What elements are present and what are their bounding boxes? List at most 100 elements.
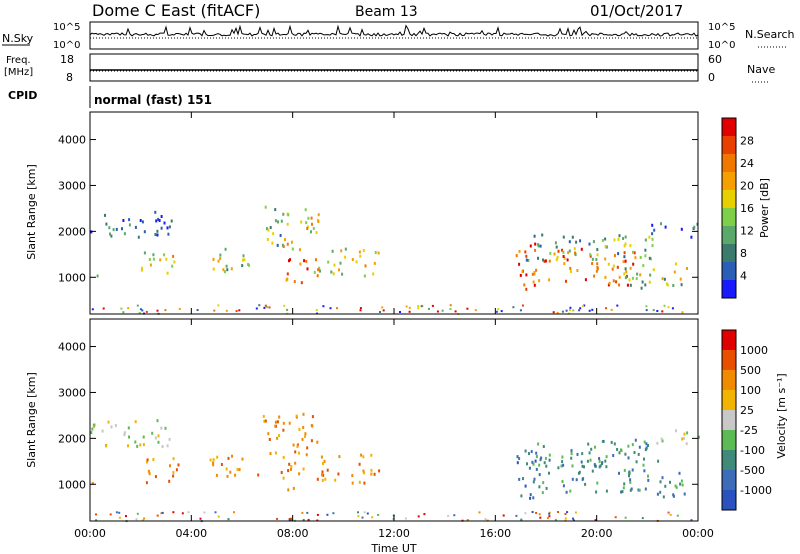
range-cell (181, 512, 184, 515)
nsky-tick-bottom: 10^0 (53, 40, 80, 51)
range-cell (271, 241, 274, 245)
range-cell (657, 459, 660, 463)
range-cell (629, 478, 632, 482)
range-cell (666, 282, 669, 286)
range-cell (605, 465, 608, 469)
range-cell (623, 244, 626, 248)
range-cell (680, 283, 683, 287)
colorbar-cell (722, 280, 736, 298)
power-panel (89, 111, 699, 315)
range-cell (134, 420, 137, 424)
range-cell (166, 226, 169, 230)
range-cell (579, 239, 582, 243)
range-cell (241, 457, 244, 461)
range-cell (293, 280, 296, 284)
range-cell (608, 281, 611, 285)
range-cell (539, 458, 542, 462)
range-cell (502, 514, 505, 517)
range-cell (627, 444, 630, 448)
range-cell (679, 277, 682, 281)
range-cell (258, 304, 261, 307)
range-cell (636, 272, 639, 276)
range-cell (90, 230, 93, 234)
colorbar-cell (722, 490, 736, 510)
range-cell (596, 253, 599, 257)
range-cell (359, 307, 362, 310)
range-cell (518, 457, 521, 460)
range-cell (538, 279, 541, 283)
range-cell (662, 495, 665, 499)
range-cell (602, 439, 605, 443)
range-cell (167, 232, 170, 236)
range-cell (570, 456, 573, 460)
range-cell (624, 259, 627, 263)
velocity-data (90, 412, 700, 523)
range-cell (272, 232, 275, 236)
range-cell (525, 287, 528, 291)
range-cell (326, 513, 329, 516)
range-cell (526, 462, 528, 466)
range-cell (644, 254, 647, 258)
colorbar-cell (722, 262, 736, 280)
colorbar-tick-label: 25 (740, 404, 754, 417)
range-cell (297, 451, 300, 455)
range-cell (316, 477, 319, 481)
range-cell (408, 310, 411, 313)
range-cell (522, 477, 524, 481)
range-cell (537, 243, 540, 247)
range-cell (341, 272, 344, 276)
range-cell (156, 233, 159, 237)
range-cell (264, 419, 267, 423)
range-cell (648, 280, 651, 284)
range-cell (565, 490, 568, 494)
range-cell (278, 415, 281, 419)
x-tick-label: 00:00 (682, 527, 714, 540)
range-cell (274, 424, 277, 428)
range-cell (307, 518, 310, 521)
cpid-label: CPID (8, 89, 37, 102)
range-cell (238, 309, 241, 312)
nsearch-tick-top: 10^5 (708, 22, 735, 33)
range-cell (635, 277, 638, 281)
range-cell (566, 511, 569, 514)
range-cell (136, 444, 139, 448)
freq-panel (89, 53, 699, 82)
range-cell (304, 208, 307, 212)
range-cell (235, 310, 238, 313)
range-cell (225, 467, 228, 471)
range-cell (287, 213, 290, 217)
range-cell (152, 257, 155, 261)
range-cell (529, 244, 532, 248)
range-cell (145, 481, 148, 485)
range-cell (274, 451, 277, 455)
range-cell (623, 272, 626, 276)
range-cell (226, 268, 229, 272)
range-cell (147, 469, 150, 473)
velocity-colorbar-label: Velocity [m s⁻¹] (775, 373, 788, 458)
range-cell (344, 247, 347, 251)
range-cell (447, 514, 450, 517)
range-cell (512, 306, 515, 309)
range-cell (172, 474, 175, 478)
range-cell (104, 213, 106, 217)
range-cell (449, 308, 452, 310)
range-cell (548, 512, 551, 515)
range-cell (624, 276, 627, 280)
range-cell (639, 256, 642, 259)
range-cell (336, 307, 338, 310)
range-cell (676, 514, 679, 517)
range-cell (163, 253, 166, 257)
range-cell (523, 283, 526, 287)
range-cell (555, 245, 558, 249)
freq-tick-bottom: 8 (66, 71, 73, 84)
colorbar-tick-label: 16 (740, 202, 754, 215)
range-cell (286, 277, 289, 281)
range-cell (307, 216, 310, 220)
range-cell (591, 262, 594, 265)
range-cell (177, 463, 180, 467)
range-cell (161, 445, 164, 448)
power-yticks: 4000 3000 2000 1000 (58, 134, 698, 284)
range-cell (534, 459, 537, 463)
range-cell (544, 259, 547, 263)
range-cell (652, 268, 655, 272)
